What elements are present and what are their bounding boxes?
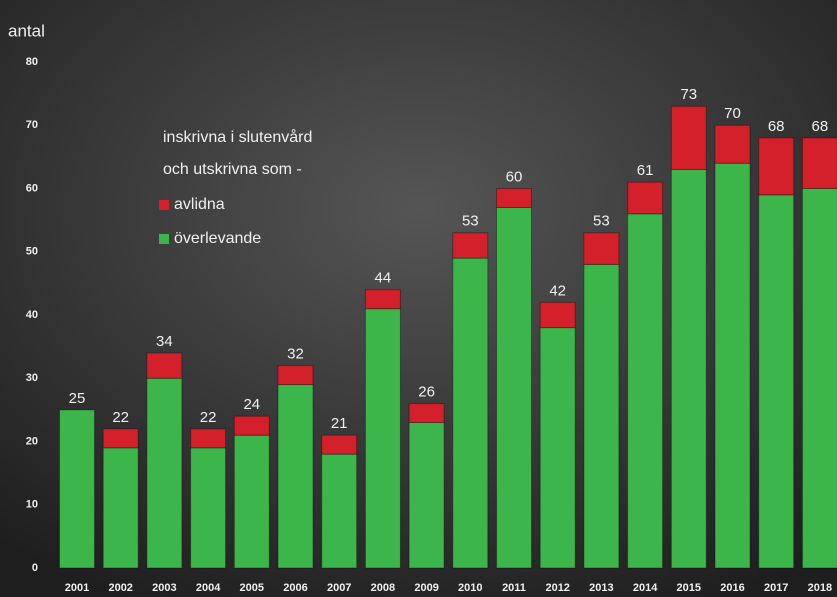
bar-segment <box>233 415 270 436</box>
bar-segment <box>452 232 489 259</box>
bar-segment <box>408 422 445 569</box>
bar-segment <box>321 453 358 569</box>
y-axis-label: antal <box>8 21 45 40</box>
bar-segment <box>277 365 314 386</box>
bar-segment <box>364 308 401 569</box>
bar-segment <box>758 137 795 196</box>
x-tick-label: 2009 <box>414 582 438 594</box>
y-tick-label: 50 <box>26 246 38 258</box>
bar-segment <box>627 213 664 569</box>
total-label: 34 <box>156 333 173 350</box>
bar-segment <box>277 384 314 569</box>
bar-segment <box>496 206 532 569</box>
legend-swatch <box>159 234 169 244</box>
x-tick-label: 2017 <box>764 582 788 594</box>
x-tick-label: 2015 <box>677 582 701 594</box>
bar-segment <box>321 434 358 455</box>
bar-segment <box>670 105 707 171</box>
bar-segment <box>539 301 576 329</box>
bar-segment <box>102 447 139 569</box>
x-tick-label: 2001 <box>65 582 89 594</box>
bar-segment <box>102 428 139 449</box>
bar-segment <box>452 257 489 569</box>
total-label: 26 <box>418 384 435 401</box>
total-label: 60 <box>506 168 523 185</box>
total-label: 21 <box>331 415 348 432</box>
bar-segment <box>801 137 837 189</box>
total-label: 44 <box>375 270 392 287</box>
total-label: 70 <box>724 105 741 122</box>
x-tick-label: 2016 <box>720 582 744 594</box>
bar-segment <box>146 377 183 569</box>
x-tick-label: 2002 <box>108 582 132 594</box>
total-label: 22 <box>112 409 129 426</box>
x-tick-label: 2013 <box>589 582 613 594</box>
y-tick-label: 70 <box>26 119 38 131</box>
bar-segment <box>408 403 445 424</box>
x-tick-label: 2005 <box>240 582 264 594</box>
bar-segment <box>670 169 707 569</box>
total-label: 22 <box>200 409 217 426</box>
total-label: 53 <box>462 213 479 230</box>
legend-title: inskrivna i slutenvård <box>163 128 312 146</box>
legend-swatch <box>159 200 169 210</box>
bar-segment <box>714 162 751 569</box>
x-tick-label: 2018 <box>808 582 832 594</box>
y-tick-label: 10 <box>26 499 38 511</box>
bar-segment <box>758 194 795 569</box>
total-label: 61 <box>637 162 654 179</box>
x-tick-label: 2011 <box>502 582 526 594</box>
bar-segment <box>583 232 620 265</box>
total-label: 25 <box>69 390 86 407</box>
x-tick-label: 2004 <box>196 582 221 594</box>
bar-segment <box>801 188 837 569</box>
total-label: 53 <box>593 213 610 230</box>
y-tick-label: 20 <box>26 435 38 447</box>
x-tick-label: 2006 <box>283 582 307 594</box>
y-tick-label: 60 <box>26 182 38 194</box>
x-tick-label: 2007 <box>327 582 351 594</box>
y-tick-label: 40 <box>26 309 38 321</box>
bar-segment <box>583 263 620 569</box>
x-tick-label: 2012 <box>545 582 569 594</box>
bar-segment <box>146 352 183 379</box>
total-label: 68 <box>812 118 829 135</box>
bar-segment <box>190 447 227 569</box>
total-label: 42 <box>549 282 566 299</box>
legend-title: och utskrivna som - <box>163 161 302 178</box>
y-tick-label: 0 <box>32 562 38 574</box>
total-label: 24 <box>243 396 260 413</box>
bar-segment <box>364 289 401 310</box>
bar-segment <box>539 327 576 569</box>
bar-segment <box>59 409 95 569</box>
total-label: 32 <box>287 346 304 363</box>
total-label: 68 <box>768 118 785 135</box>
x-tick-label: 2008 <box>371 582 395 594</box>
total-label: 73 <box>680 86 697 103</box>
bar-segment <box>496 188 532 208</box>
y-tick-label: 80 <box>26 56 38 68</box>
x-tick-label: 2014 <box>633 582 658 594</box>
legend-label: överlevande <box>174 230 261 247</box>
legend-label: avlidna <box>174 196 225 213</box>
y-tick-label: 30 <box>26 372 38 384</box>
bar-segment <box>714 124 751 164</box>
x-tick-label: 2003 <box>152 582 176 594</box>
bar-segment <box>190 428 227 449</box>
bar-segment <box>627 181 664 215</box>
x-tick-label: 2010 <box>458 582 482 594</box>
bar-segment <box>233 434 270 569</box>
